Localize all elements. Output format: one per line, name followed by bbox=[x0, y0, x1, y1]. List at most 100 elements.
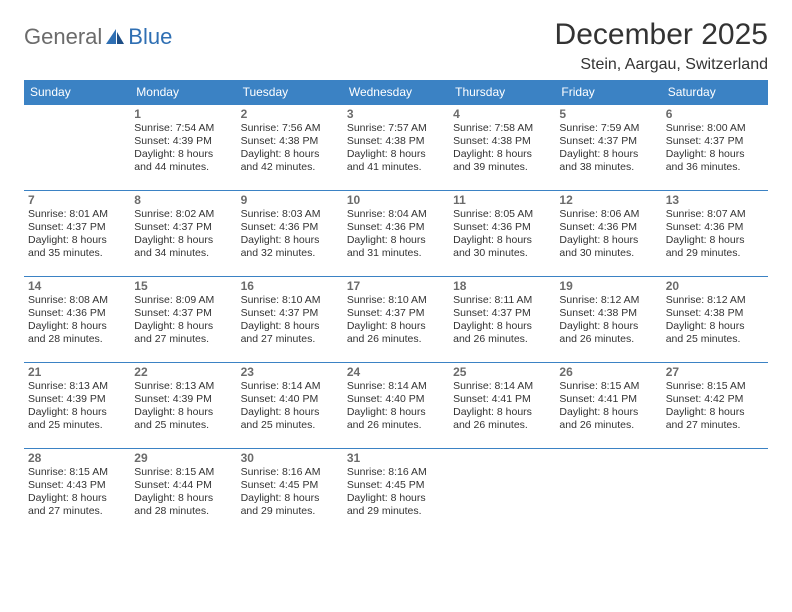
day-info: Sunrise: 8:07 AMSunset: 4:36 PMDaylight:… bbox=[666, 208, 764, 261]
sunset-line: Sunset: 4:40 PM bbox=[241, 393, 339, 406]
day-number: 27 bbox=[666, 365, 764, 379]
day-number: 9 bbox=[241, 193, 339, 207]
sunrise-line: Sunrise: 8:15 AM bbox=[28, 466, 126, 479]
sunrise-line: Sunrise: 7:59 AM bbox=[559, 122, 657, 135]
day-info: Sunrise: 7:58 AMSunset: 4:38 PMDaylight:… bbox=[453, 122, 551, 175]
calendar-cell: 1Sunrise: 7:54 AMSunset: 4:39 PMDaylight… bbox=[130, 105, 236, 191]
sunrise-line: Sunrise: 7:54 AM bbox=[134, 122, 232, 135]
sunrise-line: Sunrise: 8:14 AM bbox=[347, 380, 445, 393]
day-info: Sunrise: 8:11 AMSunset: 4:37 PMDaylight:… bbox=[453, 294, 551, 347]
weekday-header: Tuesday bbox=[237, 80, 343, 105]
day-number: 24 bbox=[347, 365, 445, 379]
calendar-cell: 17Sunrise: 8:10 AMSunset: 4:37 PMDayligh… bbox=[343, 277, 449, 363]
calendar-cell: 19Sunrise: 8:12 AMSunset: 4:38 PMDayligh… bbox=[555, 277, 661, 363]
title-block: December 2025 Stein, Aargau, Switzerland bbox=[555, 18, 768, 74]
day-number: 25 bbox=[453, 365, 551, 379]
calendar-cell: 23Sunrise: 8:14 AMSunset: 4:40 PMDayligh… bbox=[237, 363, 343, 449]
day-number: 19 bbox=[559, 279, 657, 293]
day-number: 31 bbox=[347, 451, 445, 465]
sunset-line: Sunset: 4:37 PM bbox=[134, 307, 232, 320]
sunrise-line: Sunrise: 8:09 AM bbox=[134, 294, 232, 307]
sunrise-line: Sunrise: 8:04 AM bbox=[347, 208, 445, 221]
calendar-cell: 25Sunrise: 8:14 AMSunset: 4:41 PMDayligh… bbox=[449, 363, 555, 449]
daylight-line: Daylight: 8 hours and 31 minutes. bbox=[347, 234, 445, 260]
sunset-line: Sunset: 4:37 PM bbox=[134, 221, 232, 234]
sunrise-line: Sunrise: 8:10 AM bbox=[241, 294, 339, 307]
daylight-line: Daylight: 8 hours and 28 minutes. bbox=[134, 492, 232, 518]
day-number: 6 bbox=[666, 107, 764, 121]
day-info: Sunrise: 8:06 AMSunset: 4:36 PMDaylight:… bbox=[559, 208, 657, 261]
day-info: Sunrise: 8:16 AMSunset: 4:45 PMDaylight:… bbox=[347, 466, 445, 519]
sunset-line: Sunset: 4:36 PM bbox=[241, 221, 339, 234]
calendar-cell: 29Sunrise: 8:15 AMSunset: 4:44 PMDayligh… bbox=[130, 449, 236, 535]
sunset-line: Sunset: 4:41 PM bbox=[559, 393, 657, 406]
sunset-line: Sunset: 4:36 PM bbox=[559, 221, 657, 234]
day-info: Sunrise: 8:10 AMSunset: 4:37 PMDaylight:… bbox=[241, 294, 339, 347]
sunset-line: Sunset: 4:40 PM bbox=[347, 393, 445, 406]
header-bar: General Blue December 2025 Stein, Aargau… bbox=[24, 18, 768, 74]
sunrise-line: Sunrise: 8:16 AM bbox=[241, 466, 339, 479]
sunset-line: Sunset: 4:38 PM bbox=[666, 307, 764, 320]
sunset-line: Sunset: 4:45 PM bbox=[347, 479, 445, 492]
daylight-line: Daylight: 8 hours and 27 minutes. bbox=[241, 320, 339, 346]
daylight-line: Daylight: 8 hours and 25 minutes. bbox=[28, 406, 126, 432]
calendar-cell: 4Sunrise: 7:58 AMSunset: 4:38 PMDaylight… bbox=[449, 105, 555, 191]
day-number: 15 bbox=[134, 279, 232, 293]
day-info: Sunrise: 8:08 AMSunset: 4:36 PMDaylight:… bbox=[28, 294, 126, 347]
day-info: Sunrise: 8:15 AMSunset: 4:42 PMDaylight:… bbox=[666, 380, 764, 433]
daylight-line: Daylight: 8 hours and 25 minutes. bbox=[241, 406, 339, 432]
location-text: Stein, Aargau, Switzerland bbox=[555, 56, 768, 74]
calendar-table: SundayMondayTuesdayWednesdayThursdayFrid… bbox=[24, 80, 768, 535]
calendar-cell: 12Sunrise: 8:06 AMSunset: 4:36 PMDayligh… bbox=[555, 191, 661, 277]
day-info: Sunrise: 8:14 AMSunset: 4:40 PMDaylight:… bbox=[347, 380, 445, 433]
calendar-cell bbox=[449, 449, 555, 535]
daylight-line: Daylight: 8 hours and 26 minutes. bbox=[453, 406, 551, 432]
sunrise-line: Sunrise: 8:15 AM bbox=[559, 380, 657, 393]
calendar-cell: 15Sunrise: 8:09 AMSunset: 4:37 PMDayligh… bbox=[130, 277, 236, 363]
sunset-line: Sunset: 4:43 PM bbox=[28, 479, 126, 492]
sunset-line: Sunset: 4:45 PM bbox=[241, 479, 339, 492]
sunrise-line: Sunrise: 8:06 AM bbox=[559, 208, 657, 221]
sunset-line: Sunset: 4:37 PM bbox=[453, 307, 551, 320]
daylight-line: Daylight: 8 hours and 41 minutes. bbox=[347, 148, 445, 174]
calendar-cell bbox=[555, 449, 661, 535]
calendar-cell: 13Sunrise: 8:07 AMSunset: 4:36 PMDayligh… bbox=[662, 191, 768, 277]
day-info: Sunrise: 8:15 AMSunset: 4:43 PMDaylight:… bbox=[28, 466, 126, 519]
day-number: 29 bbox=[134, 451, 232, 465]
calendar-cell: 11Sunrise: 8:05 AMSunset: 4:36 PMDayligh… bbox=[449, 191, 555, 277]
daylight-line: Daylight: 8 hours and 39 minutes. bbox=[453, 148, 551, 174]
calendar-cell: 16Sunrise: 8:10 AMSunset: 4:37 PMDayligh… bbox=[237, 277, 343, 363]
sunset-line: Sunset: 4:41 PM bbox=[453, 393, 551, 406]
sunrise-line: Sunrise: 8:14 AM bbox=[453, 380, 551, 393]
day-number: 17 bbox=[347, 279, 445, 293]
sunset-line: Sunset: 4:36 PM bbox=[453, 221, 551, 234]
sunset-line: Sunset: 4:37 PM bbox=[28, 221, 126, 234]
day-number: 14 bbox=[28, 279, 126, 293]
weekday-header: Sunday bbox=[24, 80, 130, 105]
calendar-cell: 27Sunrise: 8:15 AMSunset: 4:42 PMDayligh… bbox=[662, 363, 768, 449]
daylight-line: Daylight: 8 hours and 29 minutes. bbox=[347, 492, 445, 518]
calendar-week-row: 1Sunrise: 7:54 AMSunset: 4:39 PMDaylight… bbox=[24, 105, 768, 191]
sunset-line: Sunset: 4:38 PM bbox=[453, 135, 551, 148]
day-info: Sunrise: 8:16 AMSunset: 4:45 PMDaylight:… bbox=[241, 466, 339, 519]
daylight-line: Daylight: 8 hours and 28 minutes. bbox=[28, 320, 126, 346]
daylight-line: Daylight: 8 hours and 30 minutes. bbox=[453, 234, 551, 260]
sunrise-line: Sunrise: 8:10 AM bbox=[347, 294, 445, 307]
daylight-line: Daylight: 8 hours and 38 minutes. bbox=[559, 148, 657, 174]
sunset-line: Sunset: 4:37 PM bbox=[666, 135, 764, 148]
day-number: 11 bbox=[453, 193, 551, 207]
sunset-line: Sunset: 4:37 PM bbox=[241, 307, 339, 320]
sunset-line: Sunset: 4:36 PM bbox=[28, 307, 126, 320]
daylight-line: Daylight: 8 hours and 26 minutes. bbox=[347, 406, 445, 432]
day-number: 18 bbox=[453, 279, 551, 293]
weekday-header: Friday bbox=[555, 80, 661, 105]
day-info: Sunrise: 8:09 AMSunset: 4:37 PMDaylight:… bbox=[134, 294, 232, 347]
daylight-line: Daylight: 8 hours and 35 minutes. bbox=[28, 234, 126, 260]
day-info: Sunrise: 8:00 AMSunset: 4:37 PMDaylight:… bbox=[666, 122, 764, 175]
sunset-line: Sunset: 4:37 PM bbox=[347, 307, 445, 320]
sunset-line: Sunset: 4:37 PM bbox=[559, 135, 657, 148]
calendar-cell: 26Sunrise: 8:15 AMSunset: 4:41 PMDayligh… bbox=[555, 363, 661, 449]
day-info: Sunrise: 8:05 AMSunset: 4:36 PMDaylight:… bbox=[453, 208, 551, 261]
calendar-cell: 9Sunrise: 8:03 AMSunset: 4:36 PMDaylight… bbox=[237, 191, 343, 277]
calendar-cell: 30Sunrise: 8:16 AMSunset: 4:45 PMDayligh… bbox=[237, 449, 343, 535]
